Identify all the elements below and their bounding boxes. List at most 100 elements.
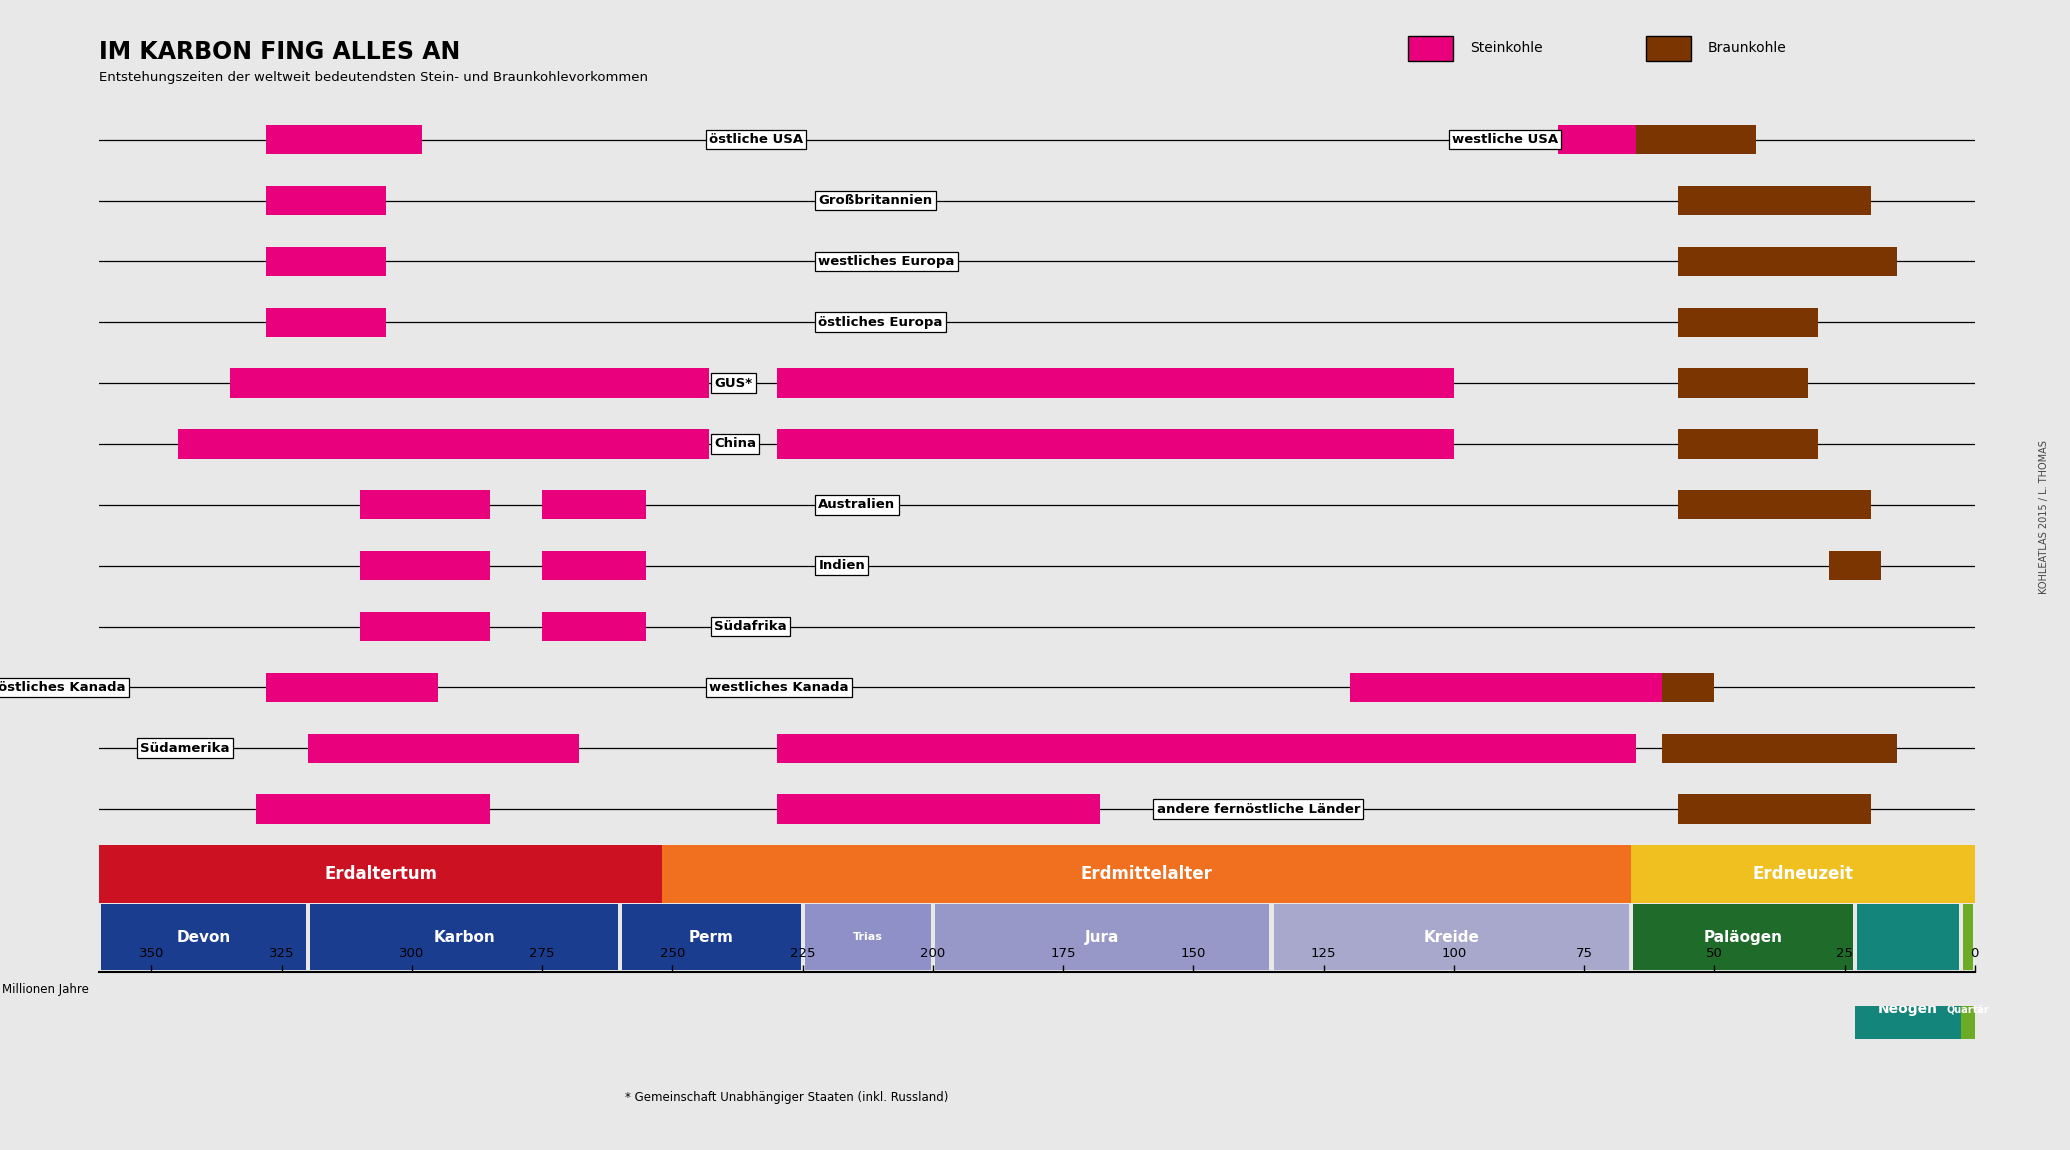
Bar xyxy=(1807,795,1871,823)
Bar xyxy=(230,368,360,398)
Bar xyxy=(1679,186,1731,215)
Bar xyxy=(101,904,306,971)
Text: Karbon: Karbon xyxy=(433,929,495,945)
Bar xyxy=(1350,673,1559,702)
Text: andere fernöstliche Länder: andere fernöstliche Länder xyxy=(1157,803,1360,815)
Bar xyxy=(776,734,1064,762)
Bar xyxy=(1559,125,1635,154)
Text: Südamerika: Südamerika xyxy=(141,742,230,754)
Bar xyxy=(662,845,1631,903)
Text: Erdaltertum: Erdaltertum xyxy=(325,865,437,883)
Text: Millionen Jahre: Millionen Jahre xyxy=(2,982,89,996)
Bar xyxy=(623,904,801,971)
Bar xyxy=(360,429,708,459)
Bar xyxy=(267,673,360,702)
Text: östliche USA: östliche USA xyxy=(708,133,803,146)
Bar xyxy=(1731,308,1817,337)
Bar xyxy=(1559,673,1662,702)
Bar xyxy=(360,612,491,641)
Bar xyxy=(1662,734,1724,762)
Bar xyxy=(255,795,385,823)
Bar xyxy=(1731,795,1807,823)
Bar xyxy=(776,429,1064,459)
Bar xyxy=(267,125,422,154)
Text: Kreide: Kreide xyxy=(1424,929,1480,945)
Bar xyxy=(776,368,1064,398)
Text: Braunkohle: Braunkohle xyxy=(1708,41,1786,55)
Text: Entstehungszeiten der weltweit bedeutendsten Stein- und Braunkohlevorkommen: Entstehungszeiten der weltweit bedeutend… xyxy=(99,71,648,84)
Text: Großbritannien: Großbritannien xyxy=(818,194,932,207)
Bar xyxy=(1731,429,1817,459)
Bar xyxy=(178,429,360,459)
Text: Jura: Jura xyxy=(1085,929,1120,945)
Bar xyxy=(1857,904,1958,971)
Bar xyxy=(542,490,646,520)
Bar xyxy=(1679,429,1731,459)
Bar xyxy=(439,734,580,762)
Bar xyxy=(936,904,1269,971)
Bar xyxy=(1807,247,1896,276)
Bar xyxy=(776,795,934,823)
Bar xyxy=(1679,368,1731,398)
Bar xyxy=(1064,368,1453,398)
Text: * Gemeinschaft Unabhängiger Staaten (inkl. Russland): * Gemeinschaft Unabhängiger Staaten (ink… xyxy=(625,1091,948,1104)
Text: Erdneuzeit: Erdneuzeit xyxy=(1753,865,1853,883)
Bar xyxy=(1679,308,1731,337)
Text: Erdmittelalter: Erdmittelalter xyxy=(1081,865,1213,883)
Bar xyxy=(1679,247,1731,276)
Bar xyxy=(1731,186,1807,215)
Bar xyxy=(1962,979,1975,1040)
Bar xyxy=(934,795,1099,823)
Bar xyxy=(360,551,491,581)
Bar xyxy=(1633,904,1853,971)
Bar xyxy=(1273,904,1629,971)
Bar xyxy=(1731,490,1807,520)
Text: Indien: Indien xyxy=(818,559,865,573)
Bar xyxy=(360,673,439,702)
Text: GUS*: GUS* xyxy=(714,376,751,390)
Text: westliches Europa: westliches Europa xyxy=(818,255,954,268)
Bar xyxy=(267,247,385,276)
Text: Devon: Devon xyxy=(176,929,230,945)
Bar xyxy=(1731,368,1807,398)
Bar xyxy=(542,612,646,641)
Bar xyxy=(360,125,422,154)
Bar xyxy=(1064,734,1635,762)
Bar xyxy=(1679,795,1731,823)
Bar xyxy=(1830,551,1882,581)
Bar xyxy=(542,551,646,581)
Text: IM KARBON FING ALLES AN: IM KARBON FING ALLES AN xyxy=(99,40,462,64)
Bar xyxy=(1855,979,1960,1040)
Bar xyxy=(1662,673,1714,702)
Text: China: China xyxy=(714,437,756,451)
Bar xyxy=(1962,904,1973,971)
Bar xyxy=(1679,490,1731,520)
Text: östliches Europa: östliches Europa xyxy=(818,316,942,329)
Bar xyxy=(1807,490,1871,520)
Text: Neogen: Neogen xyxy=(1877,1002,1938,1017)
Text: Quartär: Quartär xyxy=(1946,1004,1989,1014)
Text: Perm: Perm xyxy=(689,929,735,945)
Text: Südafrika: Südafrika xyxy=(714,620,787,632)
Bar xyxy=(267,186,385,215)
Text: Australien: Australien xyxy=(818,498,896,512)
Bar xyxy=(385,795,491,823)
Bar xyxy=(310,904,619,971)
Text: KOHLEATLAS 2015 / L. THOMAS: KOHLEATLAS 2015 / L. THOMAS xyxy=(2039,440,2049,595)
Text: Steinkohle: Steinkohle xyxy=(1470,41,1542,55)
Bar xyxy=(1064,429,1453,459)
Bar xyxy=(1807,186,1871,215)
Bar xyxy=(1631,845,1975,903)
Bar xyxy=(1731,247,1807,276)
Text: westliches Kanada: westliches Kanada xyxy=(708,681,849,693)
Text: Trias: Trias xyxy=(853,933,882,942)
Bar xyxy=(1635,125,1755,154)
Bar xyxy=(805,904,932,971)
Bar xyxy=(308,734,439,762)
Bar xyxy=(1724,734,1896,762)
Bar xyxy=(267,308,385,337)
Text: Paläogen: Paläogen xyxy=(1704,929,1782,945)
Bar xyxy=(360,368,708,398)
Text: westliche USA: westliche USA xyxy=(1451,133,1559,146)
Bar xyxy=(99,845,662,903)
